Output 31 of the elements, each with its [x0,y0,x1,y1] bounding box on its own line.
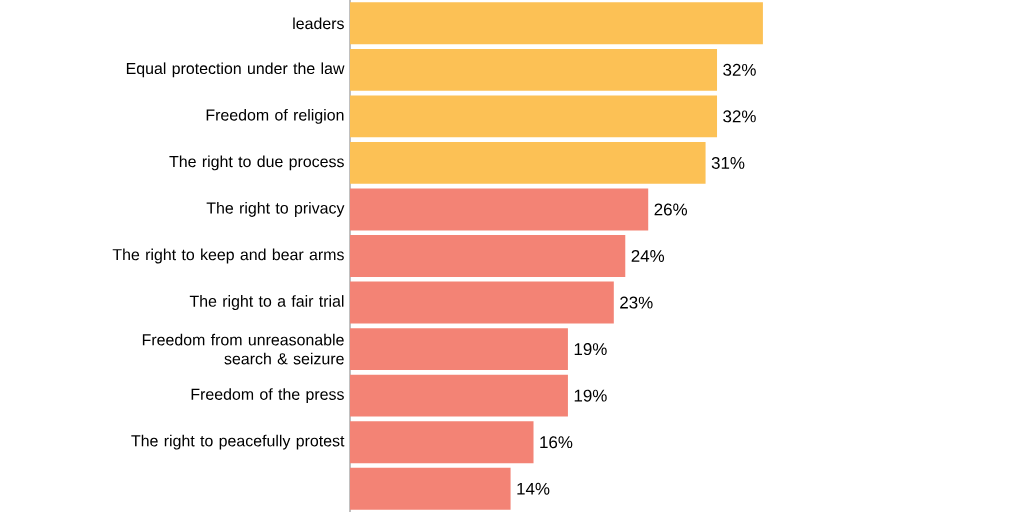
bar [350,235,626,277]
bar [350,374,568,417]
y-tick-label: The right to privacy [206,202,345,217]
bar [350,421,534,464]
y-tick-label: Freedom of the press [191,388,344,404]
bar [350,188,649,231]
y-tick-label: leaders [293,17,344,30]
bar [350,141,706,184]
bar [350,281,614,324]
data-label: 14% [517,482,550,495]
data-label: 16% [540,436,573,449]
y-tick-label: Equal protection under the law [126,62,345,78]
data-label: 19% [574,343,607,356]
data-label: 19% [574,389,607,402]
y-tick-label: Freedom of religion [206,108,344,124]
y-tick-label: Freedom from unreasonable search & seizure [142,333,344,365]
data-label: 31% [711,156,745,169]
y-tick-label: The right to keep and bear arms [112,248,344,264]
data-label: 32% [723,110,756,123]
y-tick-label: The right to peacefully protest [131,434,345,450]
y-tick-label: The right to due process [169,155,344,171]
bar [350,48,718,91]
bar [350,95,718,138]
data-label: 26% [654,203,688,216]
data-label: 32% [723,63,756,76]
bar [350,328,568,371]
bar [350,467,511,510]
bar [350,2,763,45]
data-label: 24% [631,250,665,262]
y-tick-label: The right to a fair trial [189,295,344,310]
data-label: 23% [620,296,653,309]
